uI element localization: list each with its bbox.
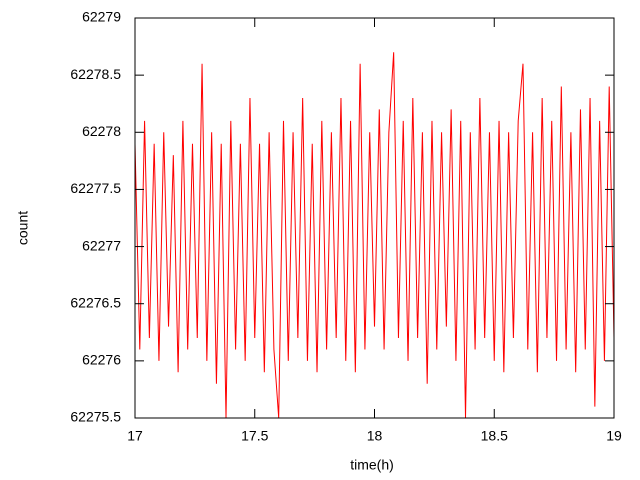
x-axis-label: time(h) [350,457,394,473]
x-tick-label: 19 [606,428,622,444]
plot-border [134,17,615,419]
y-tick-label: 62279 [82,9,121,25]
x-tick-label: 18 [367,428,383,444]
y-axis-label: count [15,211,31,245]
y-tick-label: 62275.5 [70,409,121,425]
data-line [134,52,615,419]
y-tick-label: 62277.5 [70,180,121,196]
y-tick-label: 62276.5 [70,294,121,310]
x-tick-label: 18.5 [481,428,508,444]
x-tick-label: 17 [127,428,143,444]
y-tick-label: 62277 [82,237,121,253]
y-tick-label: 62278.5 [70,66,121,82]
y-tick-label: 62278 [82,123,121,139]
x-tick-label: 17.5 [241,428,268,444]
y-tick-label: 62276 [82,352,121,368]
